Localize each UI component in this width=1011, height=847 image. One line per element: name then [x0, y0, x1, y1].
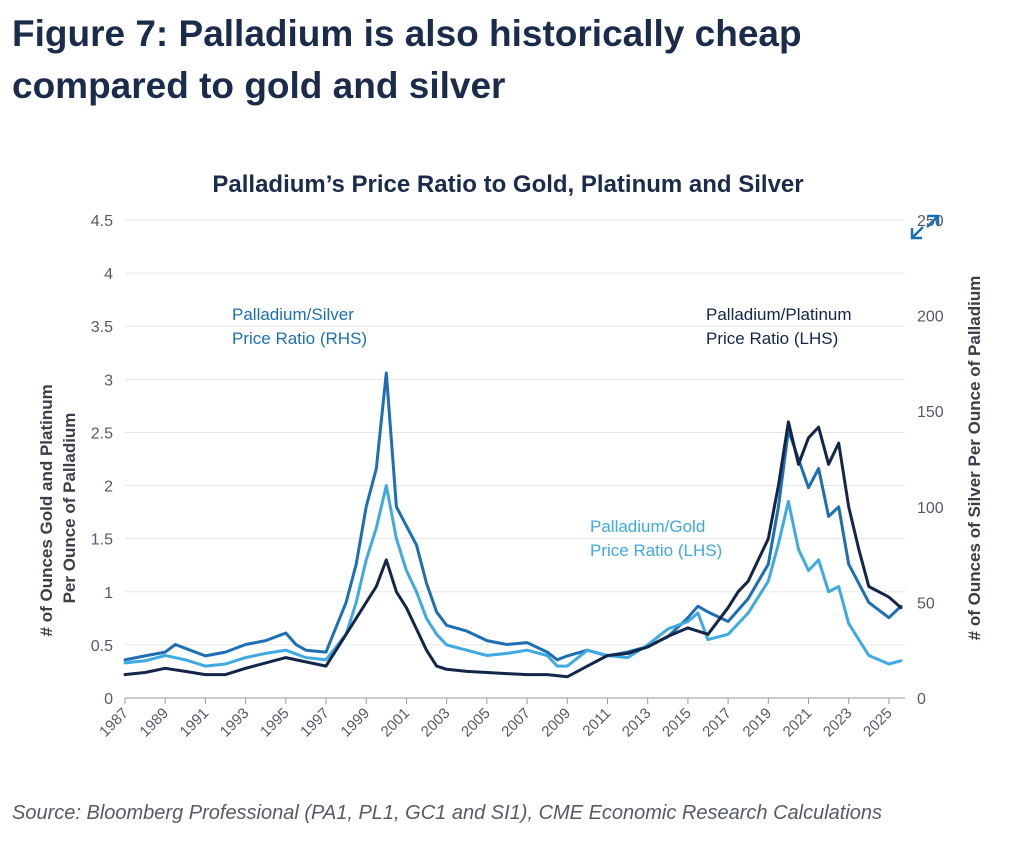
annotation-platinum: Palladium/Platinum Price Ratio (LHS) [706, 305, 852, 348]
x-tick-label-2017: 2017 [699, 705, 735, 741]
left-tick-label-0.5: 0.5 [91, 638, 113, 655]
x-tick-label-2001: 2001 [378, 705, 414, 741]
chart-gridlines [125, 219, 905, 699]
annotation-gold: Palladium/Gold Price Ratio (LHS) [590, 517, 722, 560]
y-axis-left-label-line-2: Per Ounce of Palladium [60, 413, 79, 604]
x-tick-label-1995: 1995 [257, 705, 293, 741]
chart-series [123, 371, 903, 679]
x-tick-label-2005: 2005 [458, 705, 494, 741]
x-tick-label-2011: 2011 [579, 705, 614, 740]
chart-annotations: Palladium/Silver Price Ratio (RHS)Palladi… [232, 305, 852, 560]
annotation-silver-line-2: Price Ratio (RHS) [232, 329, 367, 348]
annotation-silver: Palladium/Silver Price Ratio (RHS) [232, 305, 367, 348]
left-tick-label-4.5: 4.5 [91, 213, 113, 230]
left-tick-label-4: 4 [104, 266, 113, 283]
x-tick-label-1999: 1999 [337, 705, 373, 741]
figure-title-line-1: Figure 7: Palladium is also historically… [12, 13, 802, 54]
x-axis-ticks: 1987 1989 1991 1993 1995 1997 1999 2001 2003 2005… [96, 698, 896, 740]
x-tick-label-1993: 1993 [217, 705, 253, 741]
left-axis-ticks: 0 0.5 1 1.5 2 2.5 3 3.5 4 4.5 [91, 213, 113, 708]
price-ratio-chart: Palladium’s Price Ratio to Gold, Platinu… [37, 171, 984, 740]
left-tick-label-3.5: 3.5 [91, 319, 113, 336]
left-tick-label-1: 1 [104, 585, 113, 602]
right-tick-label-200: 200 [917, 309, 944, 326]
annotation-platinum-line-1: Palladium/Platinum [706, 305, 852, 324]
x-tick-label-1997: 1997 [297, 705, 333, 741]
right-tick-label-100: 100 [917, 500, 944, 517]
y-axis-right-label: # of Ounces of Silver Per Ounce of Palla… [965, 276, 984, 641]
source-note: Source: Bloomberg Professional (PA1, PL1… [12, 802, 883, 824]
left-tick-label-1.5: 1.5 [91, 532, 113, 549]
right-tick-label-0: 0 [917, 691, 926, 708]
x-tick-label-1991: 1991 [177, 705, 213, 741]
x-tick-label-2015: 2015 [659, 705, 695, 741]
x-tick-label-1989: 1989 [136, 705, 172, 741]
left-tick-label-3: 3 [104, 372, 113, 389]
x-tick-label-1987: 1987 [96, 705, 132, 741]
left-tick-label-2.5: 2.5 [91, 425, 113, 442]
x-tick-label-2021: 2021 [780, 705, 816, 741]
annotation-silver-line-1: Palladium/Silver [232, 305, 354, 324]
x-tick-label-2013: 2013 [619, 705, 655, 741]
x-tick-label-2007: 2007 [498, 705, 534, 741]
figure-title: Figure 7: Palladium is also historically… [12, 8, 992, 112]
y-axis-left-label-line-1: # of Ounces Gold and Platinum [37, 384, 56, 636]
x-tick-label-2009: 2009 [538, 705, 574, 741]
chart-title: Palladium’s Price Ratio to Gold, Platinu… [212, 171, 803, 198]
right-tick-label-50: 50 [917, 595, 935, 612]
y-axis-left-label: # of Ounces Gold and Platinum Per Ounce … [37, 380, 79, 637]
x-tick-label-2025: 2025 [860, 705, 896, 741]
left-tick-label-2: 2 [104, 479, 113, 496]
annotation-platinum-line-2: Price Ratio (LHS) [706, 329, 838, 348]
x-tick-label-2019: 2019 [740, 705, 776, 741]
x-tick-label-2023: 2023 [820, 705, 856, 741]
x-tick-label-2003: 2003 [418, 705, 454, 741]
series-gold-line [123, 484, 903, 668]
annotation-gold-line-2: Price Ratio (LHS) [590, 541, 722, 560]
expand-icon[interactable] [910, 212, 940, 242]
right-tick-label-150: 150 [917, 404, 944, 421]
left-tick-label-0: 0 [104, 691, 113, 708]
annotation-gold-line-1: Palladium/Gold [590, 517, 705, 536]
figure-title-line-2: compared to gold and silver [12, 65, 506, 106]
series-platinum-line [123, 420, 903, 679]
